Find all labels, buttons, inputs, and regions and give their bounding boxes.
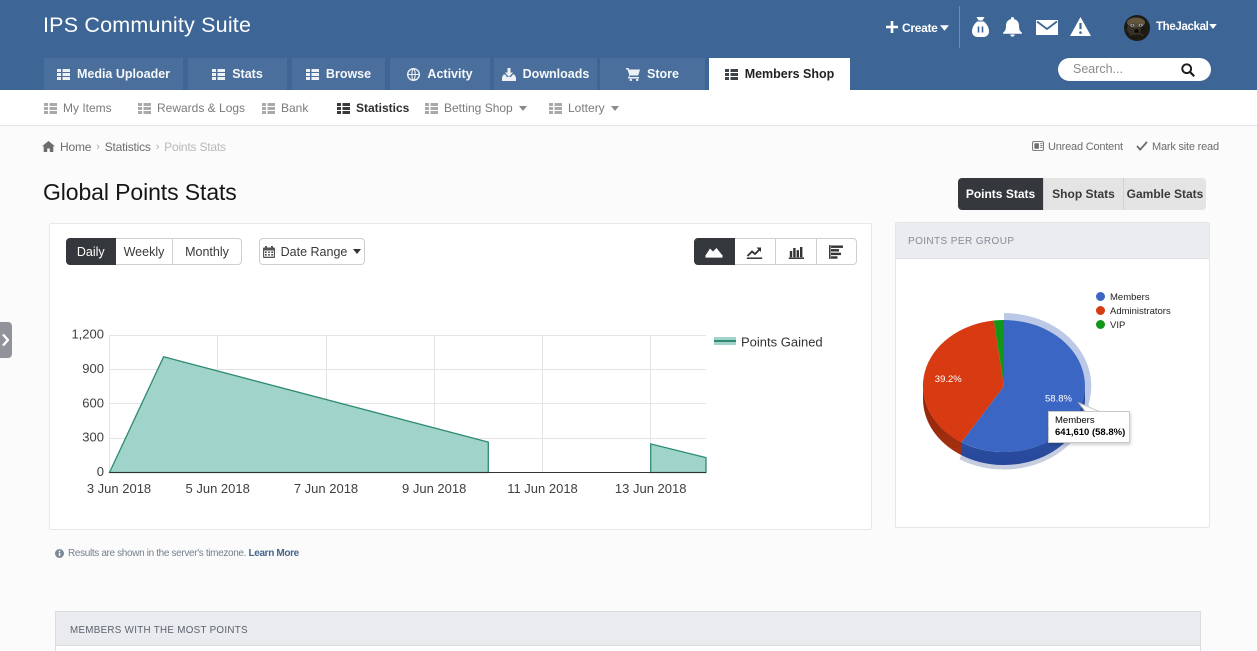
svg-text:13 Jun 2018: 13 Jun 2018 — [615, 481, 687, 496]
svg-text:900: 900 — [82, 361, 104, 376]
svg-text:0: 0 — [97, 464, 104, 479]
svg-text:600: 600 — [82, 395, 104, 410]
svg-text:3 Jun 2018: 3 Jun 2018 — [87, 481, 151, 496]
svg-text:Points Gained: Points Gained — [741, 335, 823, 350]
svg-text:58.8%: 58.8% — [1045, 394, 1072, 405]
svg-text:300: 300 — [82, 430, 104, 445]
svg-text:9 Jun 2018: 9 Jun 2018 — [402, 481, 466, 496]
svg-text:11 Jun 2018: 11 Jun 2018 — [507, 481, 578, 496]
svg-text:7 Jun 2018: 7 Jun 2018 — [294, 481, 358, 496]
svg-text:39.2%: 39.2% — [935, 374, 962, 385]
svg-text:5 Jun 2018: 5 Jun 2018 — [186, 481, 250, 496]
svg-text:1,200: 1,200 — [71, 327, 104, 342]
